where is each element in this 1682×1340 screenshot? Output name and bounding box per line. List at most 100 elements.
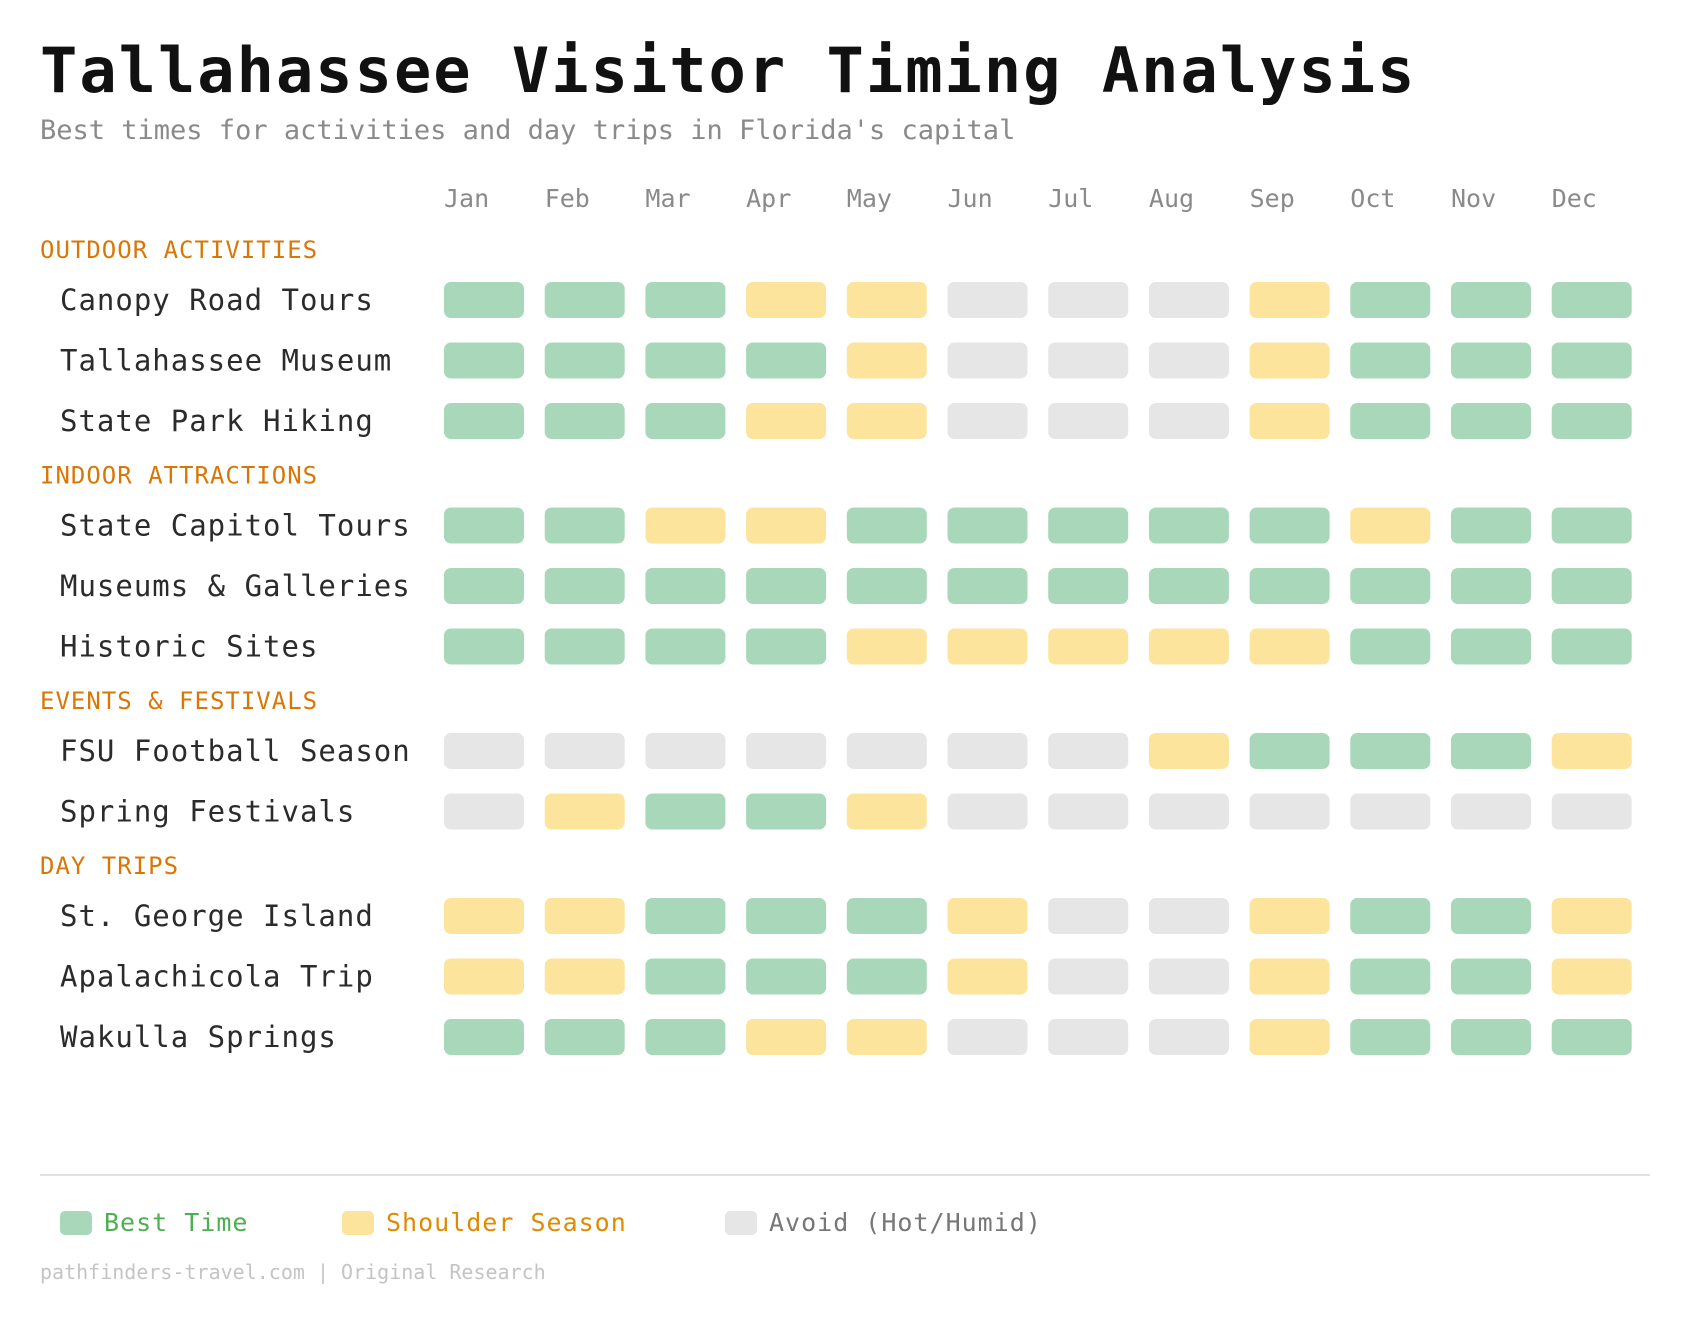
heatmap-cell-best — [645, 403, 726, 439]
heatmap-cell-best — [1451, 733, 1531, 769]
heatmap-cell-best — [1451, 342, 1531, 379]
heatmap-cell-best — [947, 507, 1028, 544]
heatmap-cell-best — [1148, 507, 1229, 544]
heatmap-cell-shoulder — [947, 898, 1028, 934]
section-label: INDOOR ATTRACTIONS — [40, 462, 318, 490]
heatmap-cell-avoid — [1048, 1019, 1129, 1055]
heatmap-cell-best — [544, 282, 625, 318]
month-label: Oct — [1350, 184, 1395, 213]
row-label: Spring Festivals — [60, 795, 355, 829]
heatmap-cell-best — [746, 958, 827, 995]
heatmap-cell-avoid — [947, 403, 1028, 439]
legend-label-avoid: Avoid (Hot/Humid) — [769, 1208, 1042, 1237]
row-label: State Capitol Tours — [60, 509, 411, 543]
footer-credit: pathfinders-travel.com | Original Resear… — [40, 1260, 546, 1284]
heatmap-cell-best — [444, 282, 524, 318]
heatmap-cell-best — [544, 342, 625, 379]
heatmap-cell-avoid — [947, 282, 1028, 318]
heatmap-cell-shoulder — [1249, 282, 1330, 318]
heatmap-cell-best — [1350, 403, 1431, 439]
heatmap-cell-avoid — [947, 733, 1028, 769]
heatmap-cell-best — [1551, 507, 1632, 544]
legend-label-shoulder: Shoulder Season — [386, 1208, 627, 1237]
row-label: Wakulla Springs — [60, 1020, 337, 1054]
heatmap-cell-avoid — [444, 733, 524, 769]
row-label: Historic Sites — [60, 630, 318, 664]
heatmap-cell-best — [1249, 568, 1330, 604]
row-label: St. George Island — [60, 899, 374, 933]
heatmap-cell-best — [1451, 958, 1531, 995]
heatmap-cell-shoulder — [1048, 628, 1129, 665]
heatmap-cell-best — [846, 958, 927, 995]
heatmap-cell-avoid — [1048, 282, 1129, 318]
heatmap-cell-best — [444, 628, 524, 665]
heatmap-cell-best — [1451, 507, 1531, 544]
heatmap-cell-best — [544, 628, 625, 665]
heatmap-cell-best — [1249, 733, 1330, 769]
heatmap-cell-avoid — [1148, 282, 1229, 318]
section-label: DAY TRIPS — [40, 852, 179, 880]
heatmap-cell-shoulder — [1551, 733, 1632, 769]
heatmap-cell-best — [846, 507, 927, 544]
heatmap-cell-best — [746, 628, 827, 665]
heatmap-cell-best — [1451, 568, 1531, 604]
heatmap-cell-avoid — [1148, 958, 1229, 995]
heatmap-cell-shoulder — [1148, 628, 1229, 665]
month-label: Jul — [1048, 184, 1093, 213]
row-label: Apalachicola Trip — [60, 960, 374, 994]
page-title: Tallahassee Visitor Timing Analysis — [40, 34, 1417, 107]
heatmap-cell-best — [1551, 282, 1632, 318]
heatmap-cell-best — [947, 568, 1028, 604]
heatmap-cell-best — [1350, 958, 1431, 995]
heatmap-cell-best — [1350, 898, 1431, 934]
heatmap-cell-best — [1551, 1019, 1632, 1055]
heatmap-cell-best — [746, 793, 827, 830]
month-label: Mar — [645, 184, 690, 213]
heatmap-cell-shoulder — [1249, 628, 1330, 665]
heatmap-cell-shoulder — [846, 342, 927, 379]
heatmap-cell-shoulder — [1249, 898, 1330, 934]
row-label: FSU Football Season — [60, 734, 411, 768]
heatmap-cell-best — [1451, 898, 1531, 934]
heatmap-cell-shoulder — [1551, 898, 1632, 934]
heatmap-cell-shoulder — [1350, 507, 1431, 544]
heatmap-cell-best — [746, 898, 827, 934]
heatmap-cell-shoulder — [544, 898, 625, 934]
heatmap-cell-best — [645, 628, 726, 665]
heatmap-cell-avoid — [544, 733, 625, 769]
heatmap-cell-shoulder — [1249, 1019, 1330, 1055]
heatmap-cell-best — [444, 403, 524, 439]
heatmap-cell-best — [1551, 403, 1632, 439]
month-label: Aug — [1149, 184, 1194, 213]
heatmap-cell-best — [746, 342, 827, 379]
heatmap-cell-avoid — [444, 793, 524, 830]
heatmap-cell-shoulder — [645, 507, 726, 544]
heatmap-cell-avoid — [947, 1019, 1028, 1055]
heatmap-cell-avoid — [1249, 793, 1330, 830]
month-label: Jan — [444, 184, 489, 213]
row-label: State Park Hiking — [60, 404, 374, 438]
heatmap-cell-best — [544, 568, 625, 604]
month-label: Jun — [948, 184, 993, 213]
heatmap-cell-avoid — [1451, 793, 1531, 830]
heatmap-cell-best — [1551, 628, 1632, 665]
heatmap-cell-avoid — [746, 733, 827, 769]
month-label: Apr — [746, 184, 791, 213]
month-label: Feb — [545, 184, 590, 213]
month-label: Dec — [1552, 184, 1597, 213]
section-label: EVENTS & FESTIVALS — [40, 687, 318, 715]
heatmap-cell-shoulder — [846, 282, 927, 318]
heatmap-cell-best — [1451, 282, 1531, 318]
heatmap-cell-best — [1148, 568, 1229, 604]
heatmap-cell-best — [1451, 403, 1531, 439]
heatmap-cell-best — [846, 568, 927, 604]
heatmap-cell-best — [645, 342, 726, 379]
heatmap-cell-best — [1048, 568, 1129, 604]
heatmap-cell-best — [1350, 568, 1431, 604]
heatmap-cell-shoulder — [1148, 733, 1229, 769]
heatmap-cell-best — [645, 898, 726, 934]
heatmap-cell-avoid — [1048, 958, 1129, 995]
heatmap-cell-best — [1451, 1019, 1531, 1055]
heatmap-cell-best — [1350, 342, 1431, 379]
heatmap-cell-shoulder — [746, 507, 827, 544]
